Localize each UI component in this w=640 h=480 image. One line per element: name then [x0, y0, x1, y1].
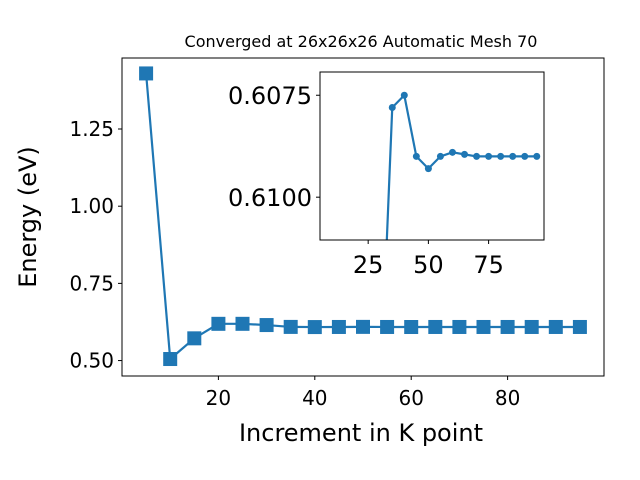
data-point: [461, 150, 469, 158]
x-tick-label: 40: [302, 386, 327, 410]
data-point: [497, 152, 505, 160]
main-ticks: 20 40 60 80 0.50 0.75 1.00 1.25: [69, 117, 520, 410]
y-tick-label: 0.6075: [228, 82, 312, 110]
chart-title: Converged at 26x26x26 Automatic Mesh 70: [185, 32, 538, 51]
data-point: [187, 331, 202, 346]
data-point: [259, 318, 274, 333]
x-tick-label: 60: [398, 386, 423, 410]
inset-ticks: 25 50 75 0.6075 0.6100: [228, 82, 504, 279]
y-tick-label: 0.50: [69, 349, 114, 373]
data-point: [424, 165, 432, 173]
data-point: [428, 319, 443, 334]
data-point: [380, 319, 395, 334]
y-tick-label: 1.25: [69, 117, 114, 141]
data-point: [452, 319, 467, 334]
x-tick-label: 25: [353, 251, 384, 279]
data-point: [235, 316, 250, 331]
data-point: [139, 66, 154, 81]
data-point: [400, 91, 408, 99]
data-point: [476, 319, 491, 334]
data-point: [412, 152, 420, 160]
data-series: [139, 66, 587, 367]
x-axis-label: Increment in K point: [239, 419, 483, 447]
data-point: [548, 319, 563, 334]
inset-plot-area: [385, 91, 541, 240]
data-point: [524, 319, 539, 334]
data-point: [500, 319, 515, 334]
x-tick-label: 20: [206, 386, 231, 410]
data-point: [388, 103, 396, 111]
data-point: [211, 316, 226, 331]
data-point: [163, 352, 178, 367]
data-point: [436, 152, 444, 160]
data-point: [404, 320, 419, 335]
main-axes: Converged at 26x26x26 Automatic Mesh 70 …: [14, 32, 605, 447]
data-series: [385, 91, 541, 240]
data-point: [485, 152, 493, 160]
y-tick-label: 0.6100: [228, 184, 312, 212]
main-plot-area: [139, 66, 587, 367]
data-point: [521, 152, 529, 160]
x-tick-label: 80: [495, 386, 520, 410]
data-point: [473, 152, 481, 160]
inset-axes: 25 50 75 0.6075 0.6100: [228, 71, 545, 279]
data-point: [572, 319, 587, 334]
data-point: [356, 319, 370, 334]
data-point: [509, 152, 517, 160]
y-tick-label: 0.75: [69, 271, 114, 295]
y-axis-label: Energy (eV): [14, 146, 42, 288]
x-tick-label: 50: [413, 251, 444, 279]
x-tick-label: 75: [473, 251, 504, 279]
data-point: [331, 319, 346, 334]
main-axes-frame: [121, 57, 605, 377]
inset-axes-frame: [319, 71, 545, 241]
data-point: [533, 152, 541, 160]
data-point: [283, 319, 298, 334]
y-tick-label: 1.00: [69, 194, 114, 218]
data-point: [307, 320, 322, 335]
data-point: [448, 148, 456, 156]
